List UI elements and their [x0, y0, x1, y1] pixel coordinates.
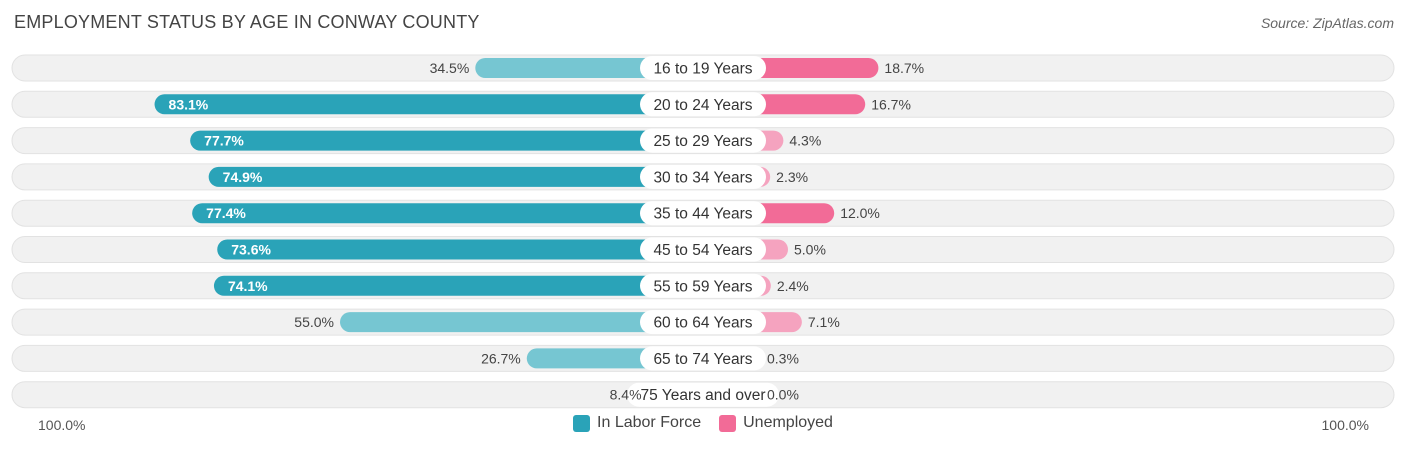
- legend-item-labor[interactable]: In Labor Force: [573, 414, 701, 432]
- labor-bar: [217, 239, 704, 260]
- labor-value-label: 77.4%: [206, 205, 246, 221]
- labor-value-label: 77.7%: [204, 133, 244, 149]
- category-label-bg: [640, 310, 766, 335]
- labor-value-label: 83.1%: [169, 96, 209, 112]
- category-label: 75 Years and over: [641, 387, 766, 404]
- category-label-bg: [640, 346, 766, 371]
- category-label: 30 to 34 Years: [653, 169, 752, 186]
- unemployed-value-label: 0.0%: [767, 387, 799, 403]
- chart-area: 16 to 19 Years 34.5% 18.7% 20 to 24 Years 83…: [11, 54, 1395, 409]
- labor-bar: [190, 130, 703, 151]
- labor-value-label: 74.1%: [228, 278, 268, 294]
- labor-value-label: 8.4%: [610, 387, 642, 403]
- labor-value-label: 74.9%: [223, 169, 263, 185]
- legend: In Labor Force Unemployed: [0, 414, 1406, 432]
- unemployed-value-label: 16.7%: [871, 96, 911, 112]
- category-label: 25 to 29 Years: [653, 133, 752, 150]
- category-label: 16 to 19 Years: [653, 61, 752, 78]
- unemployed-value-label: 5.0%: [794, 242, 826, 258]
- category-label: 45 to 54 Years: [653, 242, 752, 259]
- labor-bar: [208, 166, 703, 187]
- unemployed-value-label: 0.3%: [767, 350, 799, 366]
- labor-value-label: 73.6%: [231, 242, 271, 258]
- labor-bar: [154, 94, 704, 115]
- labor-bar: [213, 275, 703, 296]
- legend-label-unemployed: Unemployed: [743, 414, 833, 431]
- labor-bar: [192, 203, 703, 224]
- category-label-bg: [640, 273, 766, 298]
- unemployed-value-label: 2.3%: [776, 169, 808, 185]
- labor-value-label: 26.7%: [481, 350, 521, 366]
- legend-label-labor: In Labor Force: [597, 414, 702, 431]
- category-label-bg: [640, 237, 766, 262]
- legend-swatch-unemployed: [719, 414, 737, 432]
- labor-value-label: 55.0%: [294, 314, 334, 330]
- category-label: 55 to 59 Years: [653, 278, 752, 295]
- unemployed-value-label: 18.7%: [884, 60, 924, 76]
- legend-swatch-labor: [573, 414, 591, 432]
- category-label-bg: [640, 128, 766, 153]
- category-label-bg: [627, 382, 779, 407]
- unemployed-value-label: 12.0%: [840, 205, 880, 221]
- category-label-bg: [640, 92, 766, 117]
- unemployed-value-label: 7.1%: [808, 314, 840, 330]
- axis-label-right: 100.0%: [1321, 417, 1369, 433]
- category-label: 35 to 44 Years: [653, 206, 752, 223]
- category-label: 65 to 74 Years: [653, 351, 752, 368]
- category-label: 20 to 24 Years: [653, 97, 752, 114]
- labor-value-label: 34.5%: [430, 60, 470, 76]
- category-label-bg: [640, 164, 766, 189]
- labor-bar: [340, 312, 703, 333]
- axis-label-left: 100.0%: [38, 417, 86, 433]
- legend-item-unemployed[interactable]: Unemployed: [719, 414, 833, 432]
- category-label: 60 to 64 Years: [653, 315, 752, 332]
- unemployed-value-label: 4.3%: [789, 133, 821, 149]
- source-label: Source: ZipAtlas.com: [1260, 15, 1394, 31]
- category-label-bg: [640, 56, 766, 80]
- category-label-bg: [640, 201, 766, 226]
- chart-title: EMPLOYMENT STATUS BY AGE IN CONWAY COUNT…: [14, 12, 480, 32]
- unemployed-value-label: 2.4%: [777, 278, 809, 294]
